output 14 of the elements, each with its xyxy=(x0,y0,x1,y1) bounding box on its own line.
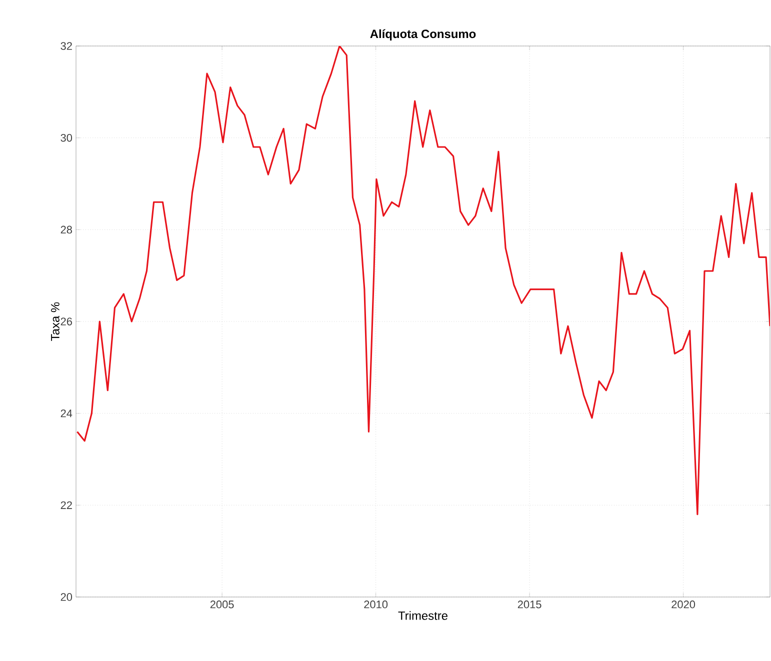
x-tick-label: 2005 xyxy=(210,600,234,608)
y-axis-title: Taxa % xyxy=(51,302,60,341)
y-tick-label: 22 xyxy=(60,501,72,509)
x-tick-label: 2010 xyxy=(364,600,388,608)
y-tick-label: 30 xyxy=(60,134,72,142)
y-tick-label: 32 xyxy=(60,42,72,50)
x-axis-title: Trimestre xyxy=(398,611,448,620)
chart-title: Alíquota Consumo xyxy=(370,29,476,40)
y-tick-label: 28 xyxy=(60,226,72,234)
y-tick-label: 20 xyxy=(60,593,72,601)
y-tick-label: 26 xyxy=(60,318,72,326)
x-tick-label: 2015 xyxy=(518,600,542,608)
y-tick-label: 24 xyxy=(60,410,72,418)
x-tick-label: 2020 xyxy=(672,600,696,608)
